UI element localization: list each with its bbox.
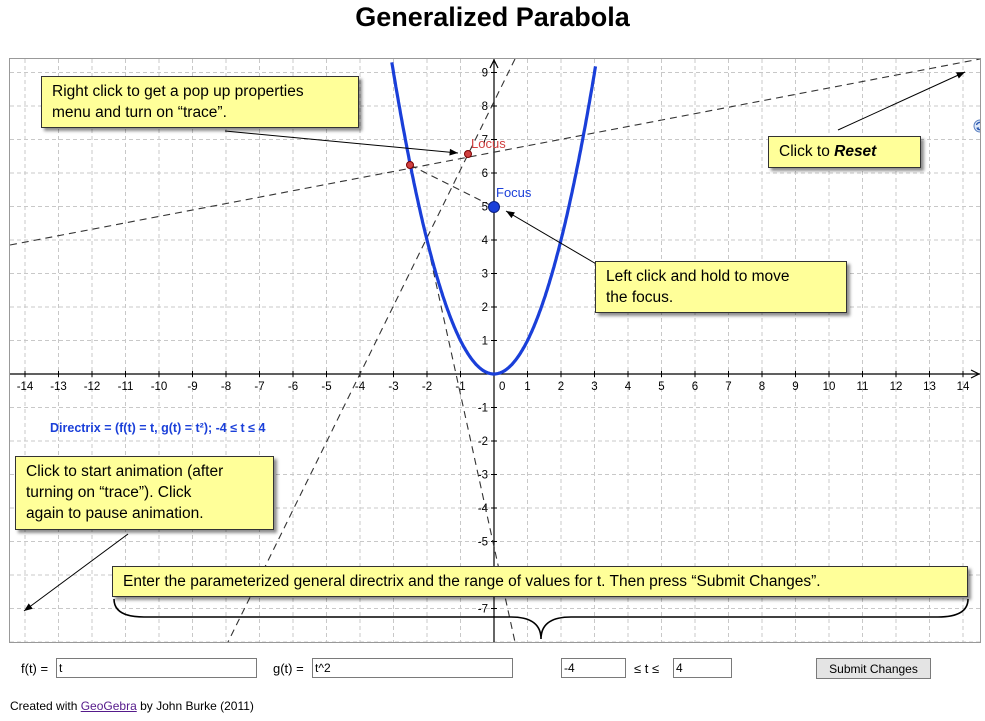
submit-changes-button[interactable]: Submit Changes — [816, 658, 931, 679]
directrix-line — [409, 164, 516, 642]
credit-line: Created with GeoGebra by John Burke (201… — [10, 699, 254, 713]
x-tick-label: 11 — [857, 381, 869, 393]
y-tick-label: 4 — [482, 235, 489, 247]
f-input[interactable] — [56, 658, 257, 678]
x-tick-label: 3 — [591, 381, 597, 393]
y-tick-label: 1 — [482, 336, 488, 348]
focus-note-line-2: the focus. — [606, 289, 674, 306]
x-tick-label: 1 — [524, 381, 530, 393]
x-tick-label: 0 — [499, 381, 505, 393]
x-tick-label: -13 — [50, 381, 67, 393]
x-tick-label: -8 — [221, 381, 231, 393]
x-tick-label: 12 — [890, 381, 903, 393]
x-tick-label: -6 — [288, 381, 298, 393]
animation-note-line-3: again to pause animation. — [26, 505, 204, 522]
x-tick-label: -3 — [388, 381, 398, 393]
x-tick-label: 5 — [658, 381, 664, 393]
y-tick-label: -1 — [478, 403, 488, 415]
directrix-equation: Directrix = (f(t) = t, g(t) = t²); -4 ≤ … — [50, 421, 266, 435]
arrow-to-locus — [224, 130, 459, 154]
x-tick-label: -4 — [355, 381, 366, 393]
f-label: f(t) = — [21, 661, 49, 676]
credit-suffix: by John Burke (2011) — [136, 699, 254, 713]
arrow-to-focus — [505, 210, 599, 266]
arrow-to-focus-head — [506, 211, 515, 219]
annotation-arrows — [23, 71, 966, 612]
x-axis-arrow — [970, 369, 980, 379]
reset-note-bold: Reset — [834, 143, 877, 160]
x-tick-label: 2 — [558, 381, 564, 393]
curly-brace — [113, 598, 969, 640]
focus-segment — [409, 164, 495, 208]
x-tick-label: -12 — [84, 381, 101, 393]
t-max-input[interactable] — [673, 658, 732, 678]
x-tick-label: 9 — [792, 381, 798, 393]
y-tick-label: 7 — [482, 135, 488, 147]
y-axis-arrow — [489, 59, 499, 69]
geogebra-link[interactable]: GeoGebra — [80, 699, 137, 713]
y-tick-label: -5 — [478, 537, 488, 549]
directrix-note-text: Enter the parameterized general directri… — [123, 573, 821, 590]
x-tick-label: -10 — [151, 381, 168, 393]
curve-point[interactable] — [406, 161, 414, 169]
arrow-to-play-head — [24, 603, 33, 611]
graph-canvas[interactable]: -14 -13 -12 -11 -10 -9 -8 -7 -6 -5 -4 -3 -2 -1 0 1 2 3 4 5 6… — [10, 59, 980, 642]
arrow-to-reset-head — [956, 72, 965, 79]
reset-icon[interactable] — [973, 119, 980, 133]
x-tick-label: 14 — [957, 381, 970, 393]
directrix-note: Enter the parameterized general directri… — [112, 566, 968, 597]
range-label: ≤ t ≤ — [634, 661, 660, 676]
arrow-to-reset — [837, 71, 966, 131]
x-tick-label: 13 — [923, 381, 936, 393]
focus-note-line-1: Left click and hold to move — [606, 268, 790, 285]
arrow-to-locus-head — [449, 148, 458, 156]
x-tick-label: 6 — [692, 381, 698, 393]
animation-note-line-1: Click to start animation (after — [26, 463, 224, 480]
locus-label: Locus — [471, 136, 506, 151]
focus-point[interactable] — [488, 201, 500, 213]
reset-note: Click to Reset — [768, 136, 921, 168]
t-min-input[interactable] — [561, 658, 626, 678]
arrow-to-play — [23, 533, 129, 612]
x-tick-label: -14 — [17, 381, 34, 393]
x-tick-label: -11 — [118, 381, 134, 393]
x-tick-label: -5 — [321, 381, 331, 393]
y-tick-label: -7 — [478, 604, 488, 616]
tangent-line — [10, 59, 980, 246]
focus-note: Left click and hold to move the focus. — [595, 261, 847, 313]
reset-note-prefix: Click to — [779, 143, 835, 160]
trace-note-line-2: menu and turn on “trace”. — [52, 104, 227, 121]
x-tick-label: -9 — [187, 381, 197, 393]
g-label: g(t) = — [273, 661, 304, 676]
trace-note-line-1: Right click to get a pop up properties — [52, 83, 304, 100]
x-tick-label: -7 — [254, 381, 264, 393]
x-tick-label: -1 — [455, 381, 465, 393]
y-tick-label: 5 — [482, 202, 488, 214]
credit-prefix: Created with — [10, 699, 81, 713]
page-title: Generalized Parabola — [355, 2, 630, 32]
locus-point[interactable] — [464, 150, 472, 158]
y-tick-label: 6 — [482, 168, 488, 180]
x-axis-ticks: -14 -13 -12 -11 -10 -9 -8 -7 -6 -5 -4 -3 -2 -1 0 1 2 3 4 5 6… — [17, 371, 970, 393]
directrix-input-row: f(t) = g(t) = ≤ t ≤ Submit Changes — [0, 656, 985, 686]
parabola-curve — [390, 62, 598, 376]
animation-note: Click to start animation (after turning … — [15, 456, 274, 530]
x-tick-label: -2 — [422, 381, 432, 393]
y-tick-label: 2 — [482, 302, 488, 314]
y-tick-label: -2 — [478, 436, 488, 448]
x-tick-label: 7 — [725, 381, 731, 393]
x-tick-label: 8 — [759, 381, 765, 393]
y-tick-label: -4 — [478, 503, 489, 515]
g-input[interactable] — [312, 658, 513, 678]
y-tick-label: 9 — [482, 68, 488, 80]
y-tick-label: 8 — [482, 101, 488, 113]
trace-note: Right click to get a pop up properties m… — [41, 76, 359, 128]
focus-label: Focus — [496, 185, 532, 200]
y-tick-label: 3 — [482, 269, 488, 281]
x-tick-label: 10 — [823, 381, 836, 393]
animation-note-line-2: turning on “trace”). Click — [26, 484, 192, 501]
x-tick-label: 4 — [625, 381, 632, 393]
y-tick-label: -3 — [478, 470, 488, 482]
